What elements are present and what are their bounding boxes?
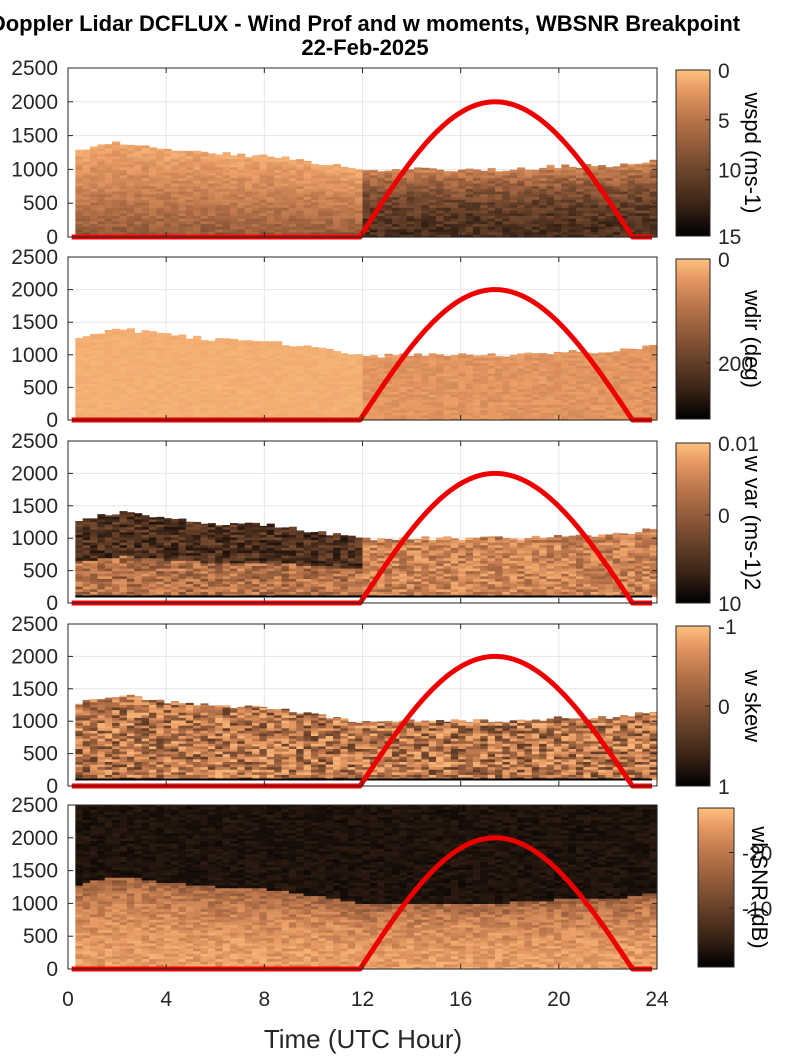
y-tick-label: 1500 bbox=[11, 311, 58, 334]
colorbar bbox=[675, 69, 711, 237]
heatmap-cells bbox=[75, 141, 658, 238]
y-tick-label: 2500 bbox=[11, 246, 58, 269]
y-tick-label: 2000 bbox=[11, 462, 58, 485]
sun-elevation-curve bbox=[71, 99, 653, 240]
sun-elevation-curve bbox=[71, 470, 653, 606]
colorbar-tick-label: 0.01 bbox=[718, 433, 759, 456]
panel-w-skew: 0 500 1000 1500 2000 2500 -1 0 1 w skew bbox=[11, 613, 765, 799]
colorbar bbox=[675, 258, 711, 420]
colorbar-tick-label: 10 bbox=[718, 593, 741, 616]
x-tick-label: 20 bbox=[547, 988, 570, 1011]
y-tick-label: 0 bbox=[46, 958, 58, 981]
y-tick-label: 500 bbox=[23, 743, 58, 766]
y-tick-label: 2500 bbox=[11, 57, 58, 80]
panel-wspd: 0 500 1000 1500 2000 2500 0 5 10 15 wspd (ms-1) bbox=[11, 57, 765, 249]
y-tick-label: 1500 bbox=[11, 125, 58, 148]
colorbar-label: w skew bbox=[740, 669, 765, 742]
x-tick-label: 16 bbox=[449, 988, 472, 1011]
heatmap-cells bbox=[75, 511, 658, 598]
y-tick-label: 2000 bbox=[11, 279, 58, 302]
x-tick-label: 8 bbox=[258, 988, 270, 1011]
heatmap-cells bbox=[75, 694, 658, 781]
colorbar-label: w var (ms-1)2 bbox=[740, 455, 765, 590]
colorbar bbox=[675, 442, 711, 604]
sun-elevation-curve bbox=[71, 287, 653, 423]
colorbar-tick-label: 1 bbox=[718, 776, 730, 799]
colorbar-tick-label: 200 bbox=[718, 353, 753, 376]
y-tick-label: 1000 bbox=[11, 158, 58, 181]
y-tick-label: 2000 bbox=[11, 91, 58, 114]
x-tick-label: 24 bbox=[645, 988, 669, 1011]
heatmap-cells bbox=[75, 328, 658, 421]
y-tick-label: 1500 bbox=[11, 678, 58, 701]
x-tick-label: 0 bbox=[62, 988, 74, 1011]
sun-elevation-curve bbox=[71, 653, 653, 789]
y-tick-label: 500 bbox=[23, 560, 58, 583]
y-tick-label: 500 bbox=[23, 925, 58, 948]
x-axis-label: Time (UTC Hour) bbox=[264, 1024, 462, 1054]
y-tick-label: 1000 bbox=[11, 344, 58, 367]
y-tick-label: 2500 bbox=[11, 430, 58, 453]
colorbar-tick-label: -10 bbox=[742, 898, 772, 921]
colorbar-tick-label: 0 bbox=[718, 696, 730, 719]
y-tick-label: 0 bbox=[46, 592, 58, 615]
colorbar-tick-label: 0 bbox=[718, 249, 730, 272]
y-tick-label: 2500 bbox=[11, 794, 58, 817]
y-tick-label: 0 bbox=[46, 409, 58, 432]
y-tick-label: 1000 bbox=[11, 892, 58, 915]
colorbar bbox=[697, 807, 735, 968]
x-tick-label: 12 bbox=[351, 988, 374, 1011]
figure-date: 22-Feb-2025 bbox=[301, 35, 428, 60]
y-tick-label: 2000 bbox=[11, 827, 58, 850]
y-tick-label: 500 bbox=[23, 376, 58, 399]
colorbar-tick-label: -20 bbox=[742, 843, 772, 866]
colorbar-tick-label: 0 bbox=[718, 60, 730, 83]
y-tick-label: 1500 bbox=[11, 860, 58, 883]
y-tick-label: 2000 bbox=[11, 645, 58, 668]
figure-title: Doppler Lidar DCFLUX - Wind Prof and w m… bbox=[0, 11, 741, 36]
x-tick-label: 4 bbox=[160, 988, 172, 1011]
heatmap-cells bbox=[75, 805, 658, 970]
colorbar-tick-label: 15 bbox=[718, 226, 741, 249]
y-tick-label: 0 bbox=[46, 226, 58, 249]
y-tick-label: 1000 bbox=[11, 710, 58, 733]
y-tick-label: 500 bbox=[23, 192, 58, 215]
colorbar bbox=[675, 625, 711, 787]
colorbar-label: wspd (ms-1) bbox=[740, 91, 765, 213]
colorbar-tick-label: -1 bbox=[718, 616, 737, 639]
y-tick-label: 2500 bbox=[11, 613, 58, 636]
colorbar-label: wdir (deg) bbox=[740, 289, 765, 388]
colorbar-tick-label: 5 bbox=[718, 110, 730, 133]
y-tick-label: 1000 bbox=[11, 527, 58, 550]
y-tick-label: 0 bbox=[46, 775, 58, 798]
panel-w-var: 0 500 1000 1500 2000 2500 0.01 0 10 w var (ms-1)2 bbox=[11, 430, 765, 616]
colorbar-tick-label: 0 bbox=[718, 505, 730, 528]
colorbar-label: wbSNR (dB) bbox=[747, 825, 772, 948]
panel-wbSNR: 0 4 8 12 16 20 24 0 500 1000 1500 2000 2500 -20 -10wbS… bbox=[11, 794, 772, 1011]
sun-elevation-curve bbox=[71, 835, 653, 972]
colorbar-tick-label: 10 bbox=[718, 160, 741, 183]
y-tick-label: 1500 bbox=[11, 495, 58, 518]
